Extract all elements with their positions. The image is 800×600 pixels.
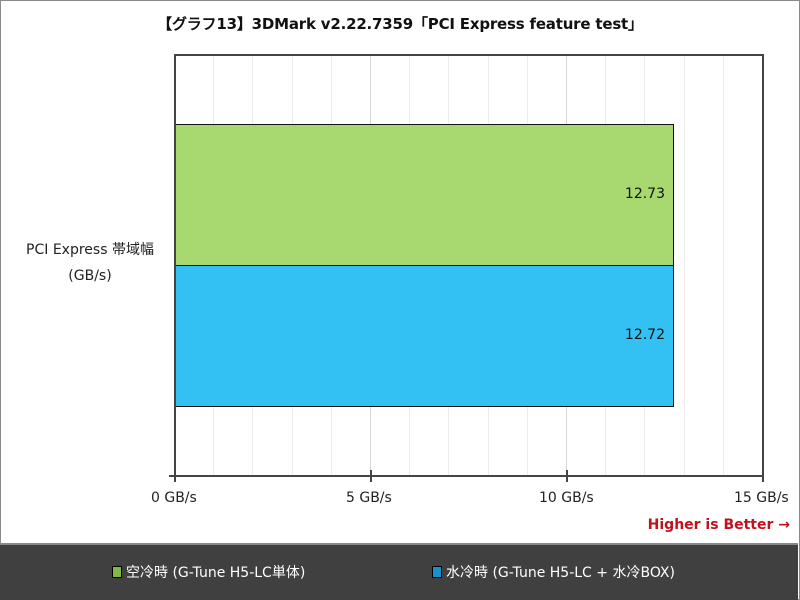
x-tick-label: 15 GB/s (734, 490, 789, 506)
bar-water-cooled: 12.72 (174, 265, 674, 407)
x-tick-label: 10 GB/s (539, 490, 594, 506)
bar-air-cooled: 12.73 (174, 124, 674, 266)
axis-top (174, 54, 762, 56)
gridline (723, 54, 724, 476)
axis-right (762, 54, 764, 482)
y-axis-label-line1: PCI Express 帯域幅 (26, 242, 154, 258)
bar-value-label: 12.72 (624, 327, 665, 343)
legend-item-air-cooled: 空冷時 (G-Tune H5-LC単体) (112, 562, 305, 582)
x-tick-label: 0 GB/s (151, 490, 197, 506)
legend-swatch-green (112, 566, 122, 578)
plot-area: 12.73 12.72 (169, 54, 764, 482)
gridline (684, 54, 685, 476)
legend-swatch-blue (432, 566, 442, 578)
legend-label: 空冷時 (G-Tune H5-LC単体) (126, 565, 306, 581)
legend-label: 水冷時 (G-Tune H5-LC + 水冷BOX) (446, 565, 675, 581)
legend: 空冷時 (G-Tune H5-LC単体) 水冷時 (G-Tune H5-LC +… (0, 543, 798, 600)
y-axis-label-line2: (GB/s) (68, 268, 112, 284)
x-tick (370, 470, 372, 482)
y-axis (174, 54, 176, 482)
legend-item-water-cooled: 水冷時 (G-Tune H5-LC + 水冷BOX) (432, 562, 675, 582)
chart-title: 【グラフ13】3DMark v2.22.7359「PCI Express fea… (157, 15, 643, 33)
bar-value-label: 12.73 (624, 186, 665, 202)
x-tick-label: 5 GB/s (346, 490, 392, 506)
x-axis (169, 475, 764, 477)
higher-is-better-annotation: Higher is Better → (647, 517, 790, 533)
x-tick (566, 470, 568, 482)
